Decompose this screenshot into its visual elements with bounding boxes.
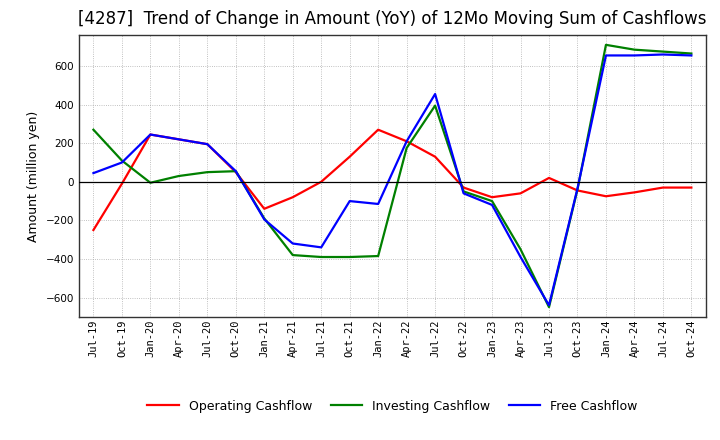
Free Cashflow	[203, 142, 212, 147]
Free Cashflow	[317, 245, 325, 250]
Investing Cashflow	[260, 216, 269, 221]
Operating Cashflow	[630, 190, 639, 195]
Operating Cashflow	[659, 185, 667, 190]
Free Cashflow	[232, 169, 240, 174]
Free Cashflow	[346, 198, 354, 204]
Operating Cashflow	[117, 181, 126, 187]
Investing Cashflow	[117, 158, 126, 163]
Operating Cashflow	[431, 154, 439, 159]
Investing Cashflow	[402, 145, 411, 150]
Line: Operating Cashflow: Operating Cashflow	[94, 130, 691, 230]
Operating Cashflow	[516, 191, 525, 196]
Operating Cashflow	[545, 175, 554, 180]
Y-axis label: Amount (million yen): Amount (million yen)	[27, 110, 40, 242]
Operating Cashflow	[146, 132, 155, 137]
Free Cashflow	[117, 160, 126, 165]
Free Cashflow	[174, 137, 183, 142]
Free Cashflow	[516, 254, 525, 260]
Operating Cashflow	[232, 169, 240, 175]
Operating Cashflow	[260, 206, 269, 212]
Operating Cashflow	[89, 227, 98, 233]
Investing Cashflow	[317, 254, 325, 260]
Free Cashflow	[146, 132, 155, 137]
Investing Cashflow	[459, 189, 468, 194]
Investing Cashflow	[374, 253, 382, 259]
Line: Free Cashflow: Free Cashflow	[94, 55, 691, 305]
Operating Cashflow	[459, 185, 468, 190]
Investing Cashflow	[573, 187, 582, 192]
Operating Cashflow	[402, 139, 411, 144]
Title: [4287]  Trend of Change in Amount (YoY) of 12Mo Moving Sum of Cashflows: [4287] Trend of Change in Amount (YoY) o…	[78, 10, 706, 28]
Investing Cashflow	[89, 127, 98, 132]
Free Cashflow	[289, 241, 297, 246]
Investing Cashflow	[516, 247, 525, 252]
Investing Cashflow	[687, 51, 696, 56]
Free Cashflow	[431, 92, 439, 97]
Investing Cashflow	[289, 253, 297, 258]
Free Cashflow	[573, 186, 582, 191]
Operating Cashflow	[317, 179, 325, 184]
Operating Cashflow	[487, 194, 496, 200]
Investing Cashflow	[146, 180, 155, 185]
Legend: Operating Cashflow, Investing Cashflow, Free Cashflow: Operating Cashflow, Investing Cashflow, …	[143, 395, 642, 418]
Free Cashflow	[487, 202, 496, 208]
Operating Cashflow	[289, 194, 297, 200]
Operating Cashflow	[602, 194, 611, 199]
Free Cashflow	[602, 53, 611, 58]
Free Cashflow	[630, 53, 639, 58]
Free Cashflow	[659, 52, 667, 57]
Operating Cashflow	[346, 154, 354, 159]
Investing Cashflow	[346, 254, 354, 260]
Investing Cashflow	[602, 42, 611, 48]
Operating Cashflow	[203, 142, 212, 147]
Line: Investing Cashflow: Investing Cashflow	[94, 45, 691, 307]
Free Cashflow	[260, 217, 269, 222]
Investing Cashflow	[431, 103, 439, 108]
Investing Cashflow	[487, 198, 496, 204]
Free Cashflow	[402, 139, 411, 144]
Investing Cashflow	[630, 47, 639, 52]
Operating Cashflow	[174, 137, 183, 142]
Operating Cashflow	[374, 127, 382, 132]
Free Cashflow	[687, 53, 696, 58]
Investing Cashflow	[545, 304, 554, 310]
Free Cashflow	[374, 202, 382, 207]
Operating Cashflow	[687, 185, 696, 190]
Investing Cashflow	[232, 169, 240, 174]
Investing Cashflow	[659, 49, 667, 54]
Investing Cashflow	[203, 169, 212, 175]
Investing Cashflow	[174, 173, 183, 179]
Operating Cashflow	[573, 188, 582, 193]
Free Cashflow	[545, 303, 554, 308]
Free Cashflow	[459, 191, 468, 196]
Free Cashflow	[89, 170, 98, 176]
